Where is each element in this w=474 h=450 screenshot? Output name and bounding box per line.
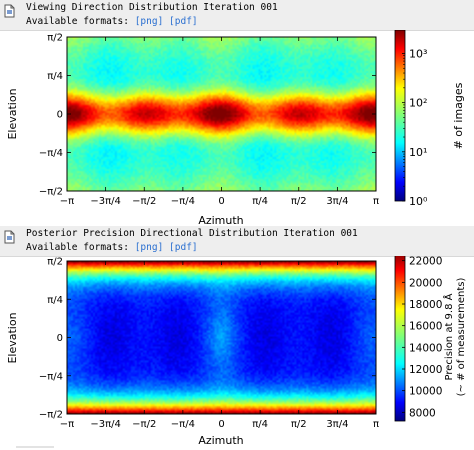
cell-header: Posterior Precision Directional Distribu… <box>0 226 474 257</box>
x-axis-label: Azimuth <box>198 214 243 226</box>
image-file-icon <box>4 3 15 18</box>
x-tick-label: 3π/4 <box>326 419 348 430</box>
x-tick-label: −π/2 <box>132 196 156 207</box>
x-tick-label: −3π/4 <box>90 419 121 430</box>
colorbar-tick-label: 12000 <box>409 364 442 376</box>
x-tick-label: π/2 <box>291 419 307 430</box>
colorbar-label-line1: Precision at 9.8 Å <box>442 293 455 380</box>
x-tick-label: π/4 <box>252 419 268 430</box>
formats-label: Available formats: <box>26 16 129 27</box>
formats-row: Available formats: [png] [pdf] <box>26 242 198 253</box>
posterior-precision-figure: −π −3π/4 −π/2 −π/4 0 π/4 π/2 3π/4 π π/2π/40−π/4−… <box>6 256 467 446</box>
pdf-link[interactable]: [pdf] <box>169 16 198 27</box>
y-tick-label: −π/4 <box>39 148 63 159</box>
y-tick-label: π/4 <box>47 295 63 306</box>
png-link[interactable]: [png] <box>134 242 164 253</box>
viewing-direction-figure: −π −3π/4 −π/2 −π/4 0 π/4 π/2 3π/4 π π/2π/40−π/4−… <box>6 30 465 226</box>
x-tick-label: π <box>373 419 379 430</box>
colorbar-ticks: 22000 20000 18000 16000 14000 12000 10000 8000 <box>402 256 442 419</box>
formats-row: Available formats: [png] [pdf] <box>26 16 198 27</box>
colorbar <box>394 30 406 202</box>
colorbar-tick-label: 22000 <box>409 256 442 268</box>
colorbar-tick-label: 16000 <box>409 321 442 333</box>
y-tick-label: π/2 <box>47 33 63 44</box>
x-tick-label: 3π/4 <box>326 196 348 207</box>
colorbar-tick-label: 20000 <box>409 277 442 289</box>
heatmap-image <box>67 37 376 191</box>
y-tick-label: 0 <box>57 110 63 121</box>
colorbar <box>394 256 406 422</box>
x-tick-label: −π/2 <box>132 419 156 430</box>
colorbar-label-line2: (~ # of measurements) <box>456 278 467 397</box>
y-tick-label: π/4 <box>47 71 63 82</box>
y-axis-ticks: π/2 π/4 0 −π/4 −π/2 <box>39 33 376 198</box>
colorbar-tick-label: 10000 <box>409 386 442 398</box>
x-tick-label: −π/4 <box>171 196 195 207</box>
colorbar-tick-label: 10³ <box>409 47 427 60</box>
colorbar-tick-label: 8000 <box>409 407 436 419</box>
cell-title: Posterior Precision Directional Distribu… <box>26 228 358 239</box>
x-tick-label: −3π/4 <box>90 196 121 207</box>
x-tick-label: −π <box>60 196 74 207</box>
colorbar-tick-label: 10¹ <box>409 146 427 159</box>
colorbar-label: (~ # of measurements) <box>456 278 467 397</box>
x-tick-label: 0 <box>218 196 224 207</box>
heatmap-image <box>67 261 376 414</box>
y-tick-label: −π/2 <box>39 410 63 421</box>
y-tick-label: π/2 <box>47 257 63 268</box>
colorbar-tick-label: 18000 <box>409 299 442 311</box>
y-tick-label: 0 <box>57 333 63 344</box>
colorbar-tick-label: 14000 <box>409 342 442 354</box>
cell-title: Viewing Direction Distribution Iteration… <box>26 2 278 13</box>
image-file-icon <box>4 229 15 244</box>
x-tick-label: 0 <box>218 419 224 430</box>
colorbar-tick-label: 10² <box>409 97 427 110</box>
colorbar-ticks: 10⁰ 10¹ 10² 10³ <box>402 47 428 208</box>
x-tick-label: π/2 <box>291 196 307 207</box>
y-tick-label: −π/4 <box>39 371 63 382</box>
colorbar-label: Precision at 9.8 Å <box>442 293 455 380</box>
pdf-link[interactable]: [pdf] <box>169 242 198 253</box>
x-tick-label: −π <box>60 419 74 430</box>
x-tick-label: −π/4 <box>171 419 195 430</box>
cell-divider <box>16 446 54 448</box>
png-link[interactable]: [png] <box>134 16 164 27</box>
x-tick-label: π/4 <box>252 196 268 207</box>
y-axis-label: Elevation <box>6 312 19 363</box>
y-axis-ticks: π/2 π/4 0 −π/4 −π/2 <box>39 257 376 421</box>
y-axis-label: Elevation <box>6 88 19 139</box>
x-axis-ticks: −π −3π/4 −π/2 −π/4 0 π/4 π/2 3π/4 π <box>60 261 379 430</box>
colorbar-tick-label: 10⁰ <box>409 195 428 208</box>
x-tick-label: π <box>373 196 379 207</box>
x-axis-label: Azimuth <box>198 434 243 446</box>
x-axis-ticks: −π −3π/4 −π/2 −π/4 0 π/4 π/2 3π/4 π <box>60 37 379 207</box>
y-tick-label: −π/2 <box>39 187 63 198</box>
colorbar-label: # of images <box>452 82 465 149</box>
cell-header: Viewing Direction Distribution Iteration… <box>0 0 474 31</box>
formats-label: Available formats: <box>26 242 129 253</box>
